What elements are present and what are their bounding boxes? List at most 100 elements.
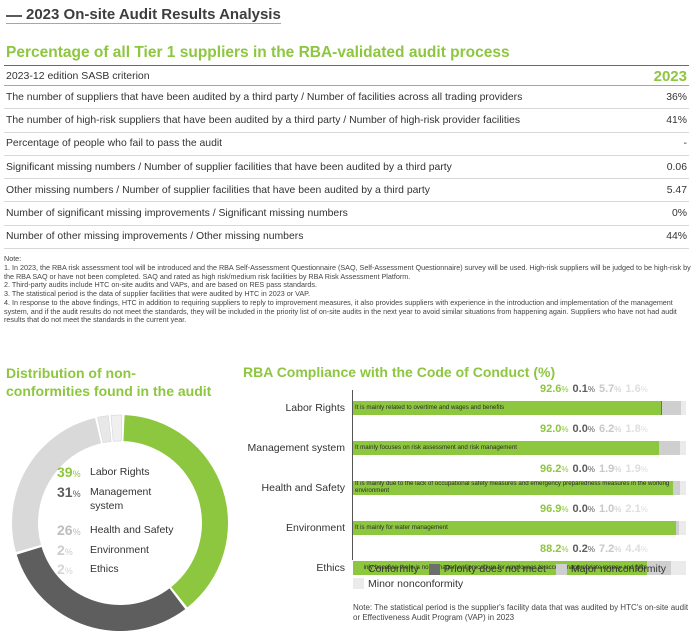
bar-category-label: Management system — [247, 442, 345, 454]
row-value: 41% — [666, 114, 687, 126]
row-value: - — [683, 138, 687, 150]
note-item: 4. In response to the above findings, HT… — [4, 297, 677, 325]
bar-value-label: 2.1% — [625, 503, 648, 515]
bar-group-environment: 96.9% 0.0% 1.0% 2.1% Environment It is mainly… — [0, 503, 699, 543]
bar-segment-minor-nonconformity — [671, 561, 686, 575]
row-value: 5.47 — [666, 184, 687, 196]
bar-category-label: Environment — [286, 522, 345, 534]
rba-legend-item: Minor nonconformity — [353, 578, 463, 590]
bar-segment-conformity — [353, 521, 676, 535]
bar-value-label: 0.2% — [572, 543, 595, 555]
note-item: 3. The statistical period is the data of… — [4, 289, 311, 299]
bar-value-label: 6.2% — [598, 423, 622, 435]
row-label: Other missing numbers / Number of suppli… — [6, 184, 430, 196]
bar-track: It is mainly due to the lack of occupati… — [353, 481, 686, 495]
bar-value-labels: 96.2% 0.0% 1.9% 1.9% — [540, 463, 652, 475]
note-item: 2. Third-party audits include HTC on-sit… — [4, 280, 317, 290]
bar-value-label: 1.8% — [625, 423, 648, 435]
bar-value-labels: 92.0% 0.0% 6.2% 1.8% — [540, 423, 652, 435]
bar-group-ethics: 88.2% 0.2% 7.2% 4.4% Ethics Mainly because th… — [0, 543, 699, 583]
legend-label: Environment — [90, 544, 149, 556]
bar-annotation: It is mainly due to the lack of occupati… — [355, 481, 670, 494]
rba-legend-item: Conformity — [353, 563, 419, 575]
bar-track: It is mainly related to overtime and wag… — [353, 401, 686, 415]
bar-segment-minor-nonconformity — [680, 401, 686, 415]
bar-value-label: 1.0% — [598, 503, 622, 515]
legend-pct: 2% — [57, 561, 73, 577]
rba-legend-label: Conformity — [368, 563, 419, 575]
legend-swatch — [428, 563, 440, 575]
bar-segment-conformity — [353, 481, 674, 495]
bar-value-labels: 96.9% 0.0% 1.0% 2.1% — [540, 503, 652, 515]
row-label: Number of significant missing improvemen… — [6, 208, 348, 220]
bar-value-label: 7.2% — [598, 543, 622, 555]
bar-value-label: 4.4% — [625, 543, 648, 555]
page-title: 2023 On-site Audit Results Analysis — [6, 6, 281, 24]
note-item: 1. In 2023, the RBA risk assessment tool… — [4, 262, 691, 281]
legend-swatch — [353, 578, 364, 589]
year-header: 2023 — [653, 68, 687, 85]
bar-annotation: It mainly focuses on risk assessment and… — [355, 444, 517, 451]
bar-segment-major-nonconformity — [673, 481, 680, 495]
row-label: Significant missing numbers / Number of … — [6, 161, 452, 173]
distribution-title: Distribution of non- conformities found … — [6, 364, 211, 400]
distribution-title-line1: Distribution of non- — [6, 365, 136, 381]
legend-swatch — [555, 563, 567, 575]
legend-item: 31% Management system — [57, 484, 160, 513]
notes-title: Note: — [4, 254, 22, 263]
bar-segment-conformity — [353, 441, 660, 455]
legend-label: Ethics — [90, 563, 119, 575]
donut-slice-health-and-safety — [11, 417, 102, 552]
notes: Note: 1. In 2023, the RBA risk assessmen… — [4, 254, 692, 325]
audit-table: 2023-12 edition SASB criterion 2023 The … — [4, 65, 689, 250]
bar-segment-major-nonconformity — [659, 441, 680, 455]
donut-slice-environment — [97, 415, 112, 444]
row-label: The number of high-risk suppliers that h… — [6, 114, 521, 126]
row-value: 0% — [671, 208, 687, 220]
rba-legend-label: Major nonconformity — [570, 563, 667, 575]
bar-track: It is mainly for water management — [353, 521, 686, 535]
bar-value-label: 0.1% — [572, 383, 595, 395]
donut-slice-ethics — [110, 414, 123, 442]
bar-category-label: Ethics — [316, 562, 345, 574]
bar-value-labels: 92.6% 0.1% 5.7% 1.6% — [540, 383, 652, 395]
bar-track: It mainly focuses on risk assessment and… — [353, 441, 686, 455]
bar-segment-major-nonconformity — [647, 561, 672, 575]
bar-annotation: It is mainly related to overtime and wag… — [355, 404, 505, 411]
bar-value-label: 96.2% — [540, 463, 569, 475]
bar-category-label: Health and Safety — [261, 482, 345, 494]
bar-segment-priority-does-not-meet — [646, 561, 648, 575]
bar-segment-minor-nonconformity — [679, 521, 686, 535]
legend-label: Labor Rights — [90, 466, 150, 478]
rba-legend-label: Minor nonconformity — [368, 577, 464, 590]
legend-item: 26% Health and Safety — [57, 522, 173, 538]
row-value: 44% — [666, 231, 687, 243]
legend-pct: 26% — [57, 522, 81, 538]
row-label: Number of other missing improvements / O… — [6, 231, 304, 243]
bar-value-label: 0.0% — [572, 423, 595, 435]
bar-value-label: 1.6% — [625, 383, 648, 395]
bar-annotation: It is mainly for water management — [355, 524, 448, 531]
table-row: Other missing numbers / Number of suppli… — [4, 179, 689, 203]
legend-item: 39% Labor Rights — [57, 464, 150, 480]
rba-title: RBA Compliance with the Code of Conduct … — [243, 364, 556, 380]
table-row: Percentage of people who fail to pass th… — [4, 133, 689, 156]
legend-label: Health and Safety — [90, 524, 174, 536]
table-row: The number of high-risk suppliers that h… — [4, 109, 689, 133]
bar-value-label: 96.9% — [540, 503, 569, 515]
chart-axis — [352, 390, 353, 560]
legend-item: 2% Ethics — [57, 561, 119, 577]
legend-pct: 2% — [57, 542, 73, 558]
bar-value-label: 92.6% — [540, 383, 569, 395]
row-label: Percentage of people who fail to pass th… — [6, 138, 223, 150]
rba-note: Note: The statistical period is the supp… — [353, 603, 689, 623]
rba-legend-item: Major nonconformity — [555, 563, 667, 575]
distribution-title-line2: conformities found in the audit — [6, 383, 212, 400]
bar-group-health-and-safety: 96.2% 0.0% 1.9% 1.9% Health and Safety It is … — [0, 463, 699, 503]
legend-pct: 39% — [57, 464, 81, 480]
donut-chart — [11, 414, 229, 631]
bar-track: Mainly because there is no management pr… — [353, 561, 686, 575]
table-row: Number of other missing improvements / O… — [4, 226, 689, 250]
bar-value-label: 1.9% — [625, 463, 648, 475]
legend-item: 2% Environment — [57, 542, 149, 558]
